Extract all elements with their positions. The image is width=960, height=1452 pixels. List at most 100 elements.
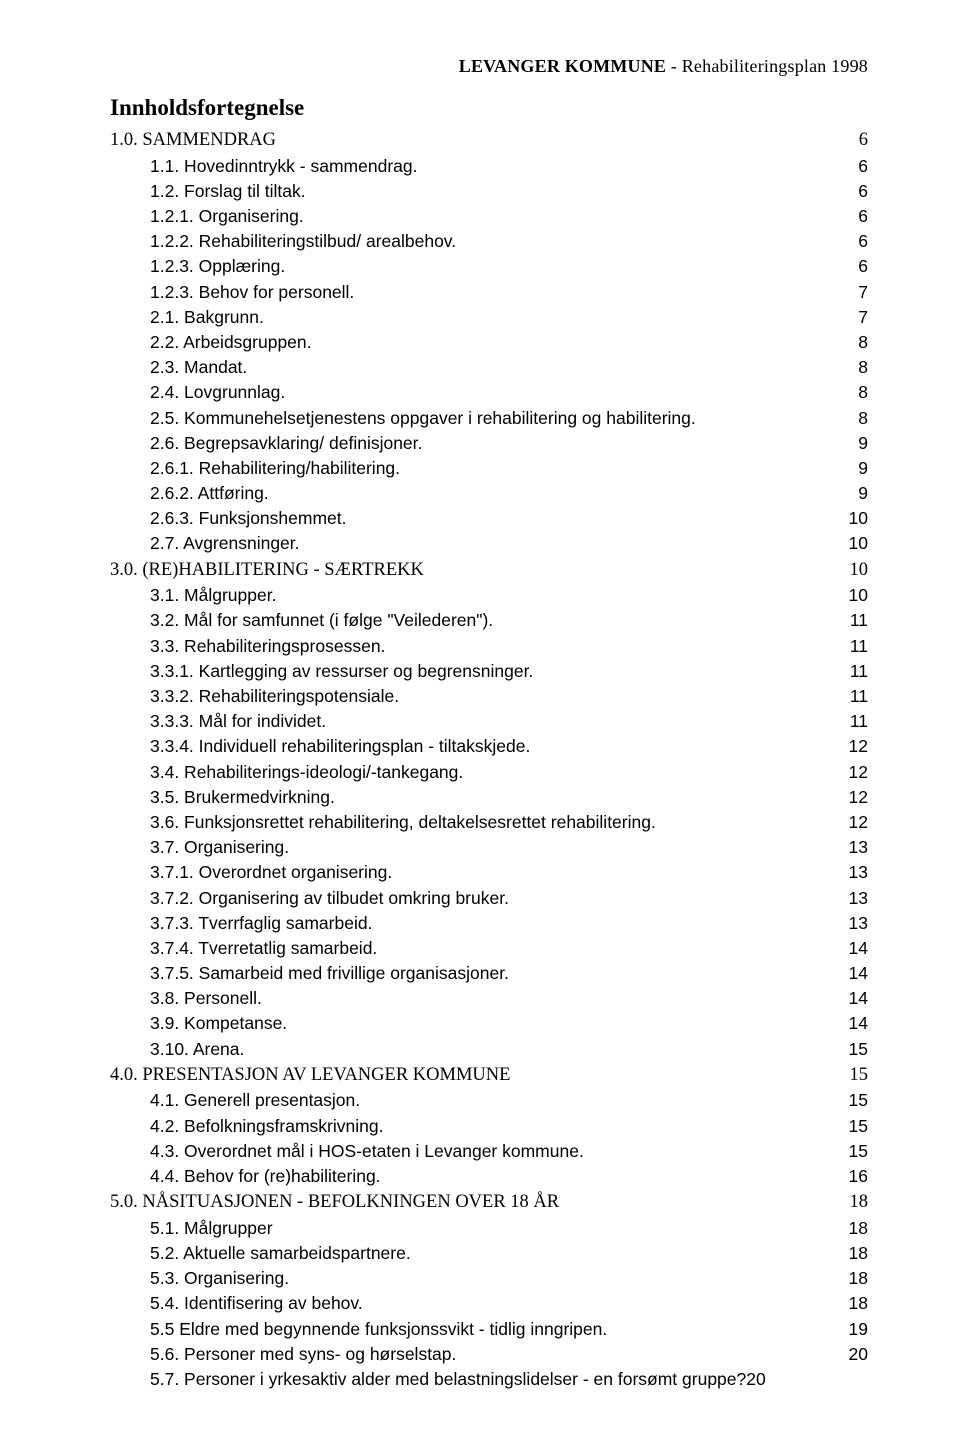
toc-entry: 3.7.5. Samarbeid med frivillige organisa…	[110, 961, 868, 986]
toc-entry-page: 14	[849, 936, 868, 961]
toc-entry-page: 19	[849, 1317, 868, 1342]
toc-entry-label: 4.3. Overordnet mål i HOS-etaten i Levan…	[150, 1139, 584, 1164]
toc-entry-label: 3.3.4. Individuell rehabiliteringsplan -…	[150, 734, 530, 759]
toc-entry-label: 3.3. Rehabiliteringsprosessen.	[150, 634, 385, 659]
toc-entry-page: 8	[858, 355, 868, 380]
header-subtitle: - Rehabiliteringsplan 1998	[666, 56, 868, 76]
toc-entry-page: 13	[849, 911, 868, 936]
toc-entry-label: 1.1. Hovedinntrykk - sammendrag.	[150, 154, 417, 179]
toc-entry-label: 3.3.2. Rehabiliteringspotensiale.	[150, 684, 399, 709]
toc-entry: 2.3. Mandat. 8	[110, 355, 868, 380]
toc-entry: 5.1. Målgrupper 18	[110, 1216, 868, 1241]
toc-entry-page: 10	[849, 506, 868, 531]
toc-entry-label: 1.2.2. Rehabiliteringstilbud/ arealbehov…	[150, 229, 456, 254]
toc-entry: 3.3.3. Mål for individet. 11	[110, 709, 868, 734]
toc-entry-page: 16	[849, 1164, 868, 1189]
toc-entry-label: 5.4. Identifisering av behov.	[150, 1291, 363, 1316]
toc-entry-page: 11	[850, 684, 868, 709]
toc-entry-label: 3.3.1. Kartlegging av ressurser og begre…	[150, 659, 533, 684]
toc-entry: 4.3. Overordnet mål i HOS-etaten i Levan…	[110, 1139, 868, 1164]
toc-entry-page: 20	[746, 1367, 765, 1392]
toc-entry-page: 6	[858, 179, 868, 204]
toc-entry-page: 6	[858, 154, 868, 179]
toc-entry: 3.8. Personell. 14	[110, 986, 868, 1011]
toc-entry: 3.7.1. Overordnet organisering.13	[110, 860, 868, 885]
toc-entry-page: 20	[849, 1342, 868, 1367]
toc-entry-page: 15	[850, 1062, 869, 1089]
toc-entry-page: 10	[849, 531, 868, 556]
toc-entry-label: 5.1. Målgrupper	[150, 1216, 273, 1241]
toc-entry-label: 3.10. Arena.	[150, 1037, 244, 1062]
toc-entry-page: 6	[858, 204, 868, 229]
toc-entry: 3.7.3. Tverrfaglig samarbeid. 13	[110, 911, 868, 936]
toc-entry: 2.6.1. Rehabilitering/habilitering. 9	[110, 456, 868, 481]
toc-entry-page: 15	[849, 1114, 868, 1139]
toc-entry-label: 3.7.3. Tverrfaglig samarbeid.	[150, 911, 372, 936]
toc-entry-page: 15	[849, 1139, 868, 1164]
toc-entry: 3.1. Målgrupper.10	[110, 583, 868, 608]
toc-entry-page: 11	[850, 709, 868, 734]
toc-entry-label: 5.6. Personer med syns- og hørselstap.	[150, 1342, 456, 1367]
toc-entry: 5.6. Personer med syns- og hørselstap. 20	[110, 1342, 868, 1367]
toc-entry-label: 5.2. Aktuelle samarbeidspartnere.	[150, 1241, 411, 1266]
toc-entry-label: 5.7. Personer i yrkesaktiv alder med bel…	[150, 1367, 746, 1392]
toc-title: Innholdsfortegnelse	[110, 95, 868, 121]
toc-entry-page: 9	[858, 481, 868, 506]
toc-entry: 1.2.3. Opplæring.6	[110, 254, 868, 279]
toc-entry-label: 5.0. NÅSITUASJONEN - BEFOLKNINGEN OVER 1…	[110, 1189, 559, 1216]
toc-entry-label: 3.7. Organisering.	[150, 835, 289, 860]
toc-entry-label: 2.7. Avgrensninger.	[150, 531, 300, 556]
toc-entry-label: 2.1. Bakgrunn.	[150, 305, 264, 330]
toc-entry-page: 14	[849, 1011, 868, 1036]
toc-entry: 5.3. Organisering.18	[110, 1266, 868, 1291]
toc-entry: 4.4. Behov for (re)habilitering. 16	[110, 1164, 868, 1189]
toc-entry-label: 1.2.3. Behov for personell.	[150, 280, 354, 305]
toc-entry: 3.3.4. Individuell rehabiliteringsplan -…	[110, 734, 868, 759]
toc-entry-page: 8	[858, 406, 868, 431]
toc-entry-label: 3.9. Kompetanse.	[150, 1011, 287, 1036]
toc-entry-label: 1.2.3. Opplæring.	[150, 254, 285, 279]
toc-entry-page: 11	[850, 608, 868, 633]
toc-entry-label: 3.5. Brukermedvirkning.	[150, 785, 335, 810]
toc-entry: 3.6. Funksjonsrettet rehabilitering, del…	[110, 810, 868, 835]
toc-entry-page: 13	[849, 886, 868, 911]
toc-entry: 3.4. Rehabiliterings-ideologi/-tankegang…	[110, 760, 868, 785]
toc-entry: 3.3.2. Rehabiliteringspotensiale. 11	[110, 684, 868, 709]
toc-entry-page: 18	[849, 1291, 868, 1316]
toc-entry-label: 3.8. Personell.	[150, 986, 262, 1011]
toc-entry: 1.2. Forslag til tiltak.6	[110, 179, 868, 204]
toc-entry-label: 4.4. Behov for (re)habilitering.	[150, 1164, 381, 1189]
toc-entry: 5.5 Eldre med begynnende funksjonssvikt …	[110, 1317, 868, 1342]
toc-entry: 5.4. Identifisering av behov. 18	[110, 1291, 868, 1316]
toc-entry-page: 11	[850, 634, 868, 659]
toc-entry: 3.10. Arena. 15	[110, 1037, 868, 1062]
toc-entry-page: 7	[858, 280, 868, 305]
toc-entry-label: 1.2.1. Organisering.	[150, 204, 304, 229]
toc-entry-page: 14	[849, 986, 868, 1011]
toc-entry-label: 3.7.5. Samarbeid med frivillige organisa…	[150, 961, 509, 986]
toc-entry: 2.2. Arbeidsgruppen.8	[110, 330, 868, 355]
toc-entry-page: 9	[858, 456, 868, 481]
toc-entry: 5.2. Aktuelle samarbeidspartnere.18	[110, 1241, 868, 1266]
toc-entry-label: 4.2. Befolkningsframskrivning.	[150, 1114, 383, 1139]
toc-entry-label: 2.6.1. Rehabilitering/habilitering.	[150, 456, 400, 481]
toc-entry-page: 15	[849, 1088, 868, 1113]
toc-entry: 2.7. Avgrensninger. 10	[110, 531, 868, 556]
toc-entry-page: 8	[858, 380, 868, 405]
toc-entry-label: 3.4. Rehabiliterings-ideologi/-tankegang…	[150, 760, 463, 785]
toc-entry-page: 15	[849, 1037, 868, 1062]
toc-entry-label: 2.4. Lovgrunnlag.	[150, 380, 285, 405]
table-of-contents: 1.0. SAMMENDRAG 61.1. Hovedinntrykk - sa…	[110, 127, 868, 1392]
toc-entry-page: 12	[849, 785, 868, 810]
toc-entry-page: 10	[849, 583, 868, 608]
toc-entry-label: 2.2. Arbeidsgruppen.	[150, 330, 312, 355]
toc-entry-label: 3.3.3. Mål for individet.	[150, 709, 326, 734]
toc-entry-page: 18	[849, 1216, 868, 1241]
toc-entry-page: 12	[849, 810, 868, 835]
toc-entry-label: 2.3. Mandat.	[150, 355, 247, 380]
toc-entry: 3.0. (RE)HABILITERING - SÆRTREKK 10	[110, 557, 868, 584]
toc-entry-label: 5.5 Eldre med begynnende funksjonssvikt …	[150, 1317, 607, 1342]
toc-entry-page: 9	[858, 431, 868, 456]
toc-entry: 4.0. PRESENTASJON AV LEVANGER KOMMUNE 15	[110, 1062, 868, 1089]
toc-entry: 2.6. Begrepsavklaring/ definisjoner.9	[110, 431, 868, 456]
